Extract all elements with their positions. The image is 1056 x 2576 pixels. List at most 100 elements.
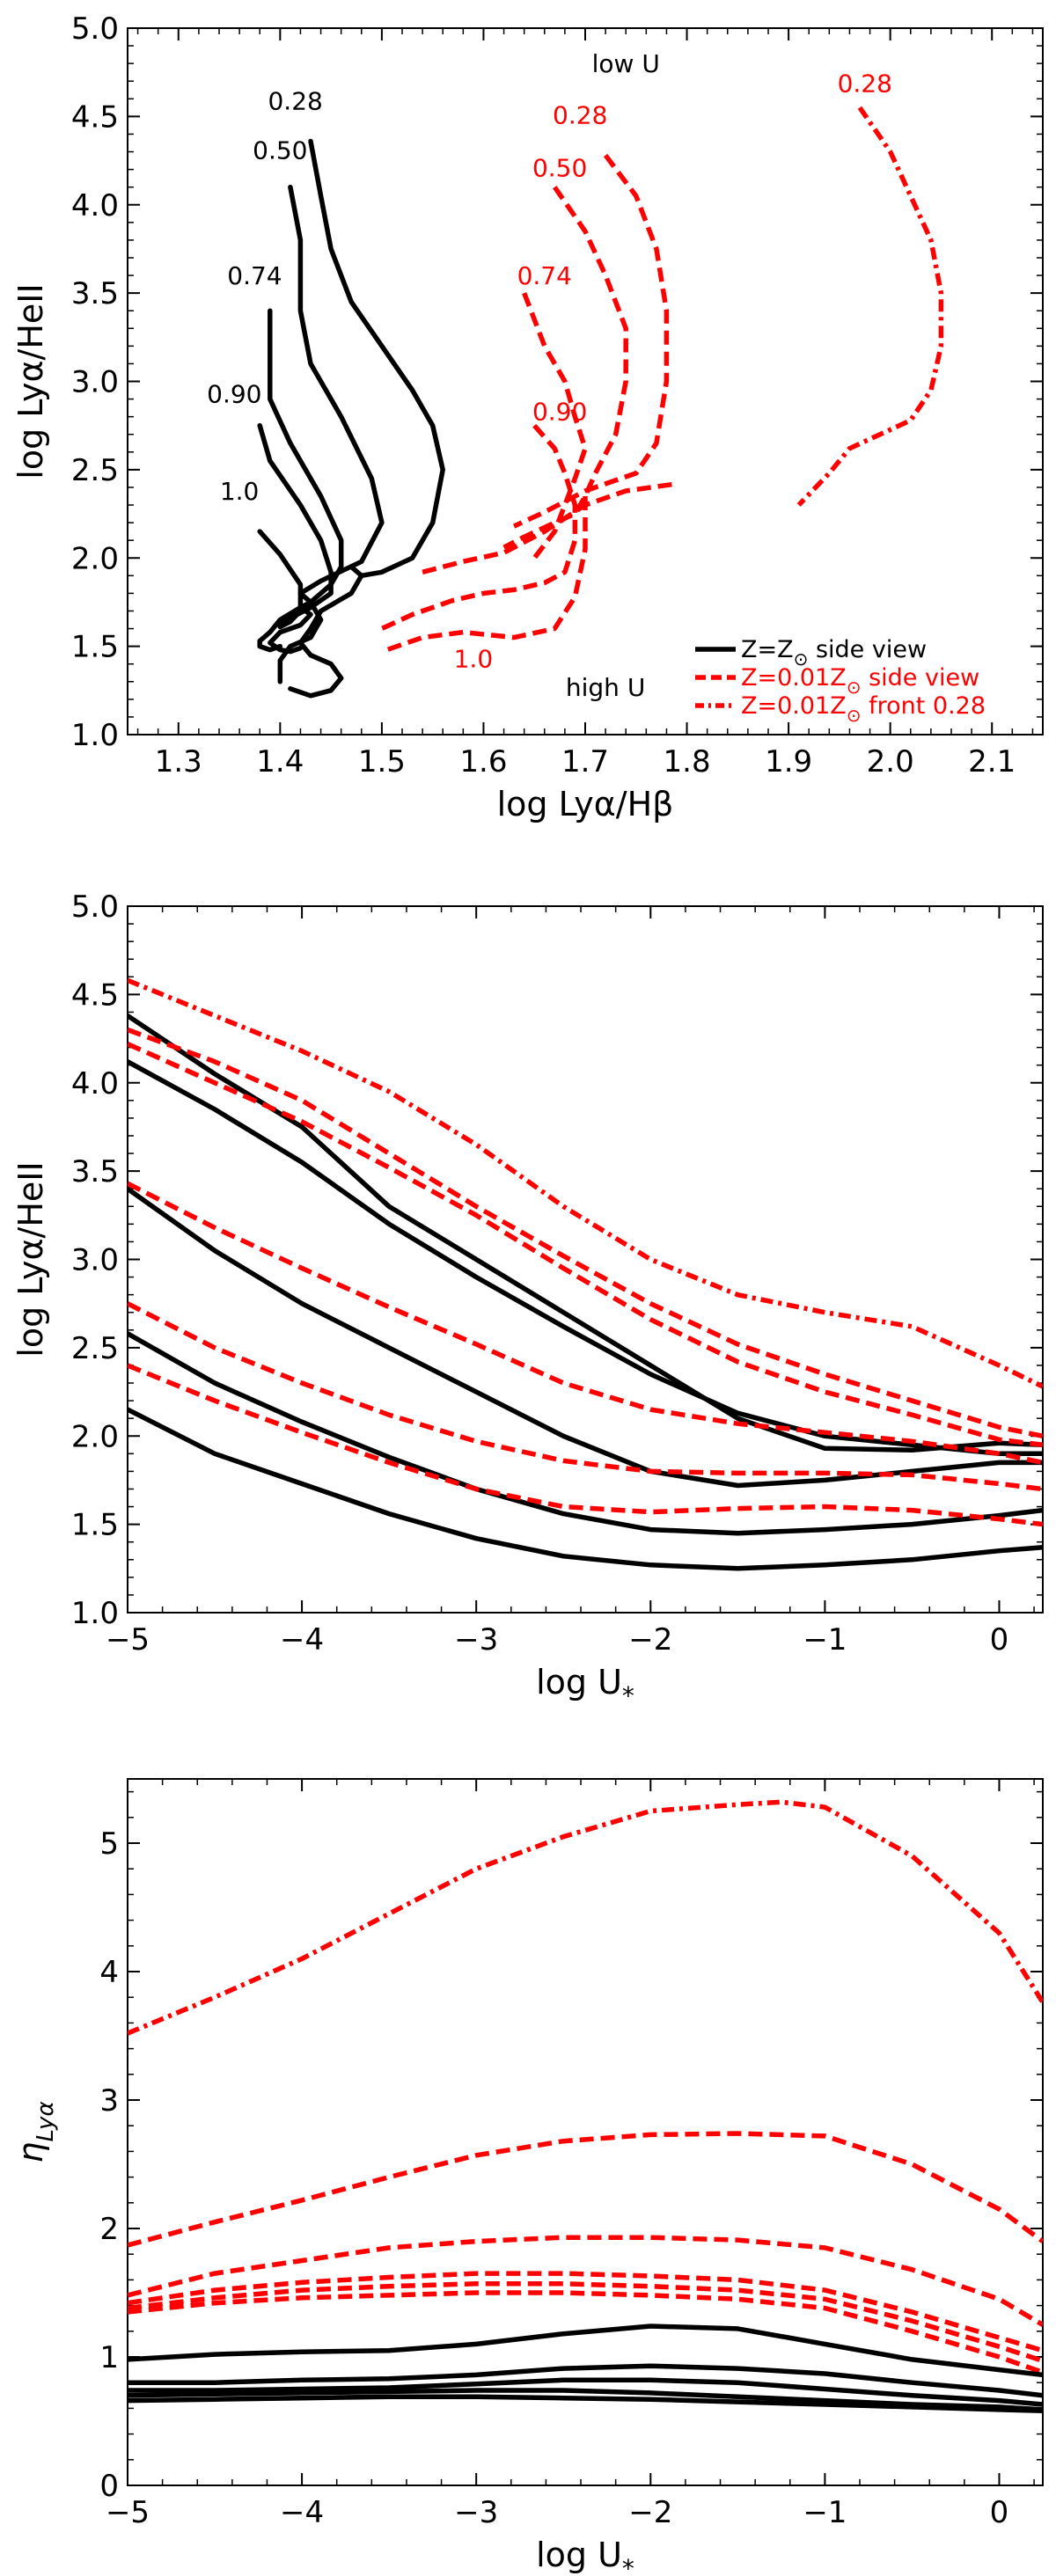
x-tick-label: −5: [106, 2495, 150, 2530]
y-tick-label: 2.5: [71, 453, 119, 488]
region-label: high U: [566, 673, 645, 702]
y-tick-label: 5.0: [71, 11, 119, 47]
y-tick-label: 4.5: [71, 977, 119, 1013]
y-axis-label: log Lyα/HeII: [11, 1161, 50, 1357]
series-line-z-0.01z-front-0.28: [796, 106, 944, 507]
x-tick-label: 1.6: [459, 744, 507, 779]
series-line-z-0.01z-side-view-0.28: [512, 153, 670, 529]
series-line-solar-0.50: [128, 2363, 1043, 2398]
y-tick-label: 3.0: [71, 365, 119, 400]
region-label: low U: [592, 49, 660, 78]
curve-label: 0.28: [838, 69, 892, 98]
y-tick-label: 2.0: [71, 1419, 119, 1454]
series-line-solar-1.0: [128, 1407, 1043, 1571]
series-line-0.01-solar-0.90: [128, 2281, 1043, 2364]
x-tick-label: 1.8: [664, 744, 711, 779]
curve-label: 1.0: [220, 477, 260, 506]
series-line-solar-0.28: [128, 2324, 1043, 2378]
x-tick-label: 1.5: [358, 744, 406, 779]
x-tick-label: 1.3: [155, 744, 202, 779]
series-line-0.01-solar-0.74: [128, 1181, 1043, 1466]
series-line-0.01-solar-0.50: [128, 2235, 1043, 2327]
curve-label: 0.74: [227, 261, 282, 290]
x-axis-label: log Lyα/Hβ: [497, 785, 674, 823]
y-tick-label: 4.0: [71, 188, 119, 223]
panel-c-plot-frame: [127, 1778, 1044, 2486]
panel-a-series-group: [257, 106, 944, 699]
curve-label: 0.50: [532, 154, 587, 183]
x-tick-label: 1.4: [256, 744, 304, 779]
series-line-z-z-side-view-0.28: [288, 138, 445, 699]
panel-a-lya-heii-vs-lya-hbeta: 1.3 1.4 1.5 1.6 1.7 1.8 1.9 2.0 2.1 1.0 1.5 2.0 2.5 3…: [11, 11, 1044, 823]
y-tick-label: 4: [99, 1955, 119, 1990]
y-tick-label: 5.0: [71, 889, 119, 925]
series-line-0.01-solar-0.50: [128, 1042, 1043, 1448]
x-tick-label: −3: [454, 1622, 498, 1658]
x-tick-label: −2: [628, 2495, 672, 2530]
x-tick-label: −5: [106, 1622, 150, 1658]
series-line-z-0.01z-side-view-collision-: [422, 481, 678, 574]
series-line-z-0.01z-side-view-1.0: [381, 496, 588, 655]
series-line-0.01-solar-0.74: [128, 2271, 1043, 2353]
series-line-0.01-solar-0.28: [128, 2131, 1043, 2248]
x-tick-label: 0: [990, 2495, 1009, 2530]
series-line-solar-0.50: [128, 1058, 1043, 1457]
legend-entry: Z=0.01Z⊙ front 0.28: [741, 692, 986, 726]
y-tick-label: 1.5: [71, 1508, 119, 1543]
series-line-z-z-side-view-0.90: [257, 422, 334, 630]
x-axis-label: log U*: [536, 1663, 634, 1710]
series-line-solar-1.0: [128, 2394, 1043, 2414]
x-tick-label: 2.0: [867, 744, 914, 779]
curve-label: 0.28: [268, 86, 322, 115]
y-tick-label: 1.0: [71, 1596, 119, 1631]
series-line-solar-0.74: [128, 1186, 1043, 1489]
curve-label: 0.28: [553, 100, 607, 129]
y-tick-label: 0: [99, 2469, 119, 2504]
series-line-0.01-solar-0.28: [128, 1027, 1043, 1438]
x-tick-label: 1.7: [561, 744, 609, 779]
x-tick-label: 0: [990, 1622, 1009, 1658]
y-tick-label: 2.5: [71, 1331, 119, 1366]
y-tick-label: 3.5: [71, 276, 119, 311]
y-tick-label: 3: [99, 2083, 119, 2119]
x-tick-label: −2: [628, 1622, 672, 1658]
series-line-z-0.01z-side-view-0.90: [380, 423, 578, 631]
series-line-z-z-side-view-0.74: [268, 308, 344, 655]
y-tick-label: 1: [99, 2340, 119, 2375]
y-tick-label: 4.5: [71, 99, 119, 135]
panel-a-plot-frame: [127, 27, 1044, 735]
x-tick-label: −1: [803, 2495, 847, 2530]
panel-b-series-group: [128, 977, 1043, 1571]
y-axis-label: log Lyα/HeII: [11, 283, 50, 479]
series-line-0.01-solar-front-0.28: [128, 977, 1043, 1389]
series-line-solar-0.74: [128, 2377, 1043, 2407]
y-tick-label: 1.0: [71, 718, 119, 753]
y-tick-label: 4.0: [71, 1066, 119, 1101]
y-axis-label: ηLyα: [11, 2101, 59, 2163]
curve-label: 0.90: [532, 398, 587, 427]
x-tick-label: 1.9: [765, 744, 812, 779]
series-line-0.01-solar-front-0.28: [128, 1799, 1043, 2036]
x-axis-label: log U*: [536, 2536, 634, 2576]
curve-label: 0.90: [207, 380, 261, 409]
panel-c-series-group: [128, 1799, 1043, 2414]
series-line-z-z-side-view-1.0: [257, 529, 304, 653]
series-line-0.01-solar-1.0: [128, 1363, 1043, 1527]
series-line-solar-0.90: [128, 2388, 1043, 2412]
series-line-solar-0.90: [128, 1331, 1043, 1536]
y-tick-label: 2: [99, 2212, 119, 2247]
y-tick-label: 2.0: [71, 541, 119, 576]
y-tick-label: 3.0: [71, 1243, 119, 1278]
x-tick-label: 2.1: [968, 744, 1016, 779]
series-line-solar-0.28: [128, 1013, 1043, 1453]
x-tick-label: −4: [280, 1622, 324, 1658]
x-tick-label: −1: [803, 1622, 847, 1658]
legend-entry: Z=0.01Z⊙ side view: [741, 664, 979, 698]
legend-entry: Z=Z⊙ side view: [741, 636, 927, 670]
panel-c-eta-lya-vs-log-u: −5 −4 −3 −2 −1 0 0 1 2 3 4 5 log U* ηLyα: [11, 1778, 1044, 2576]
curve-label: 0.74: [517, 261, 572, 290]
y-tick-label: 3.5: [71, 1154, 119, 1189]
x-tick-label: −4: [280, 2495, 324, 2530]
x-tick-label: −3: [454, 2495, 498, 2530]
